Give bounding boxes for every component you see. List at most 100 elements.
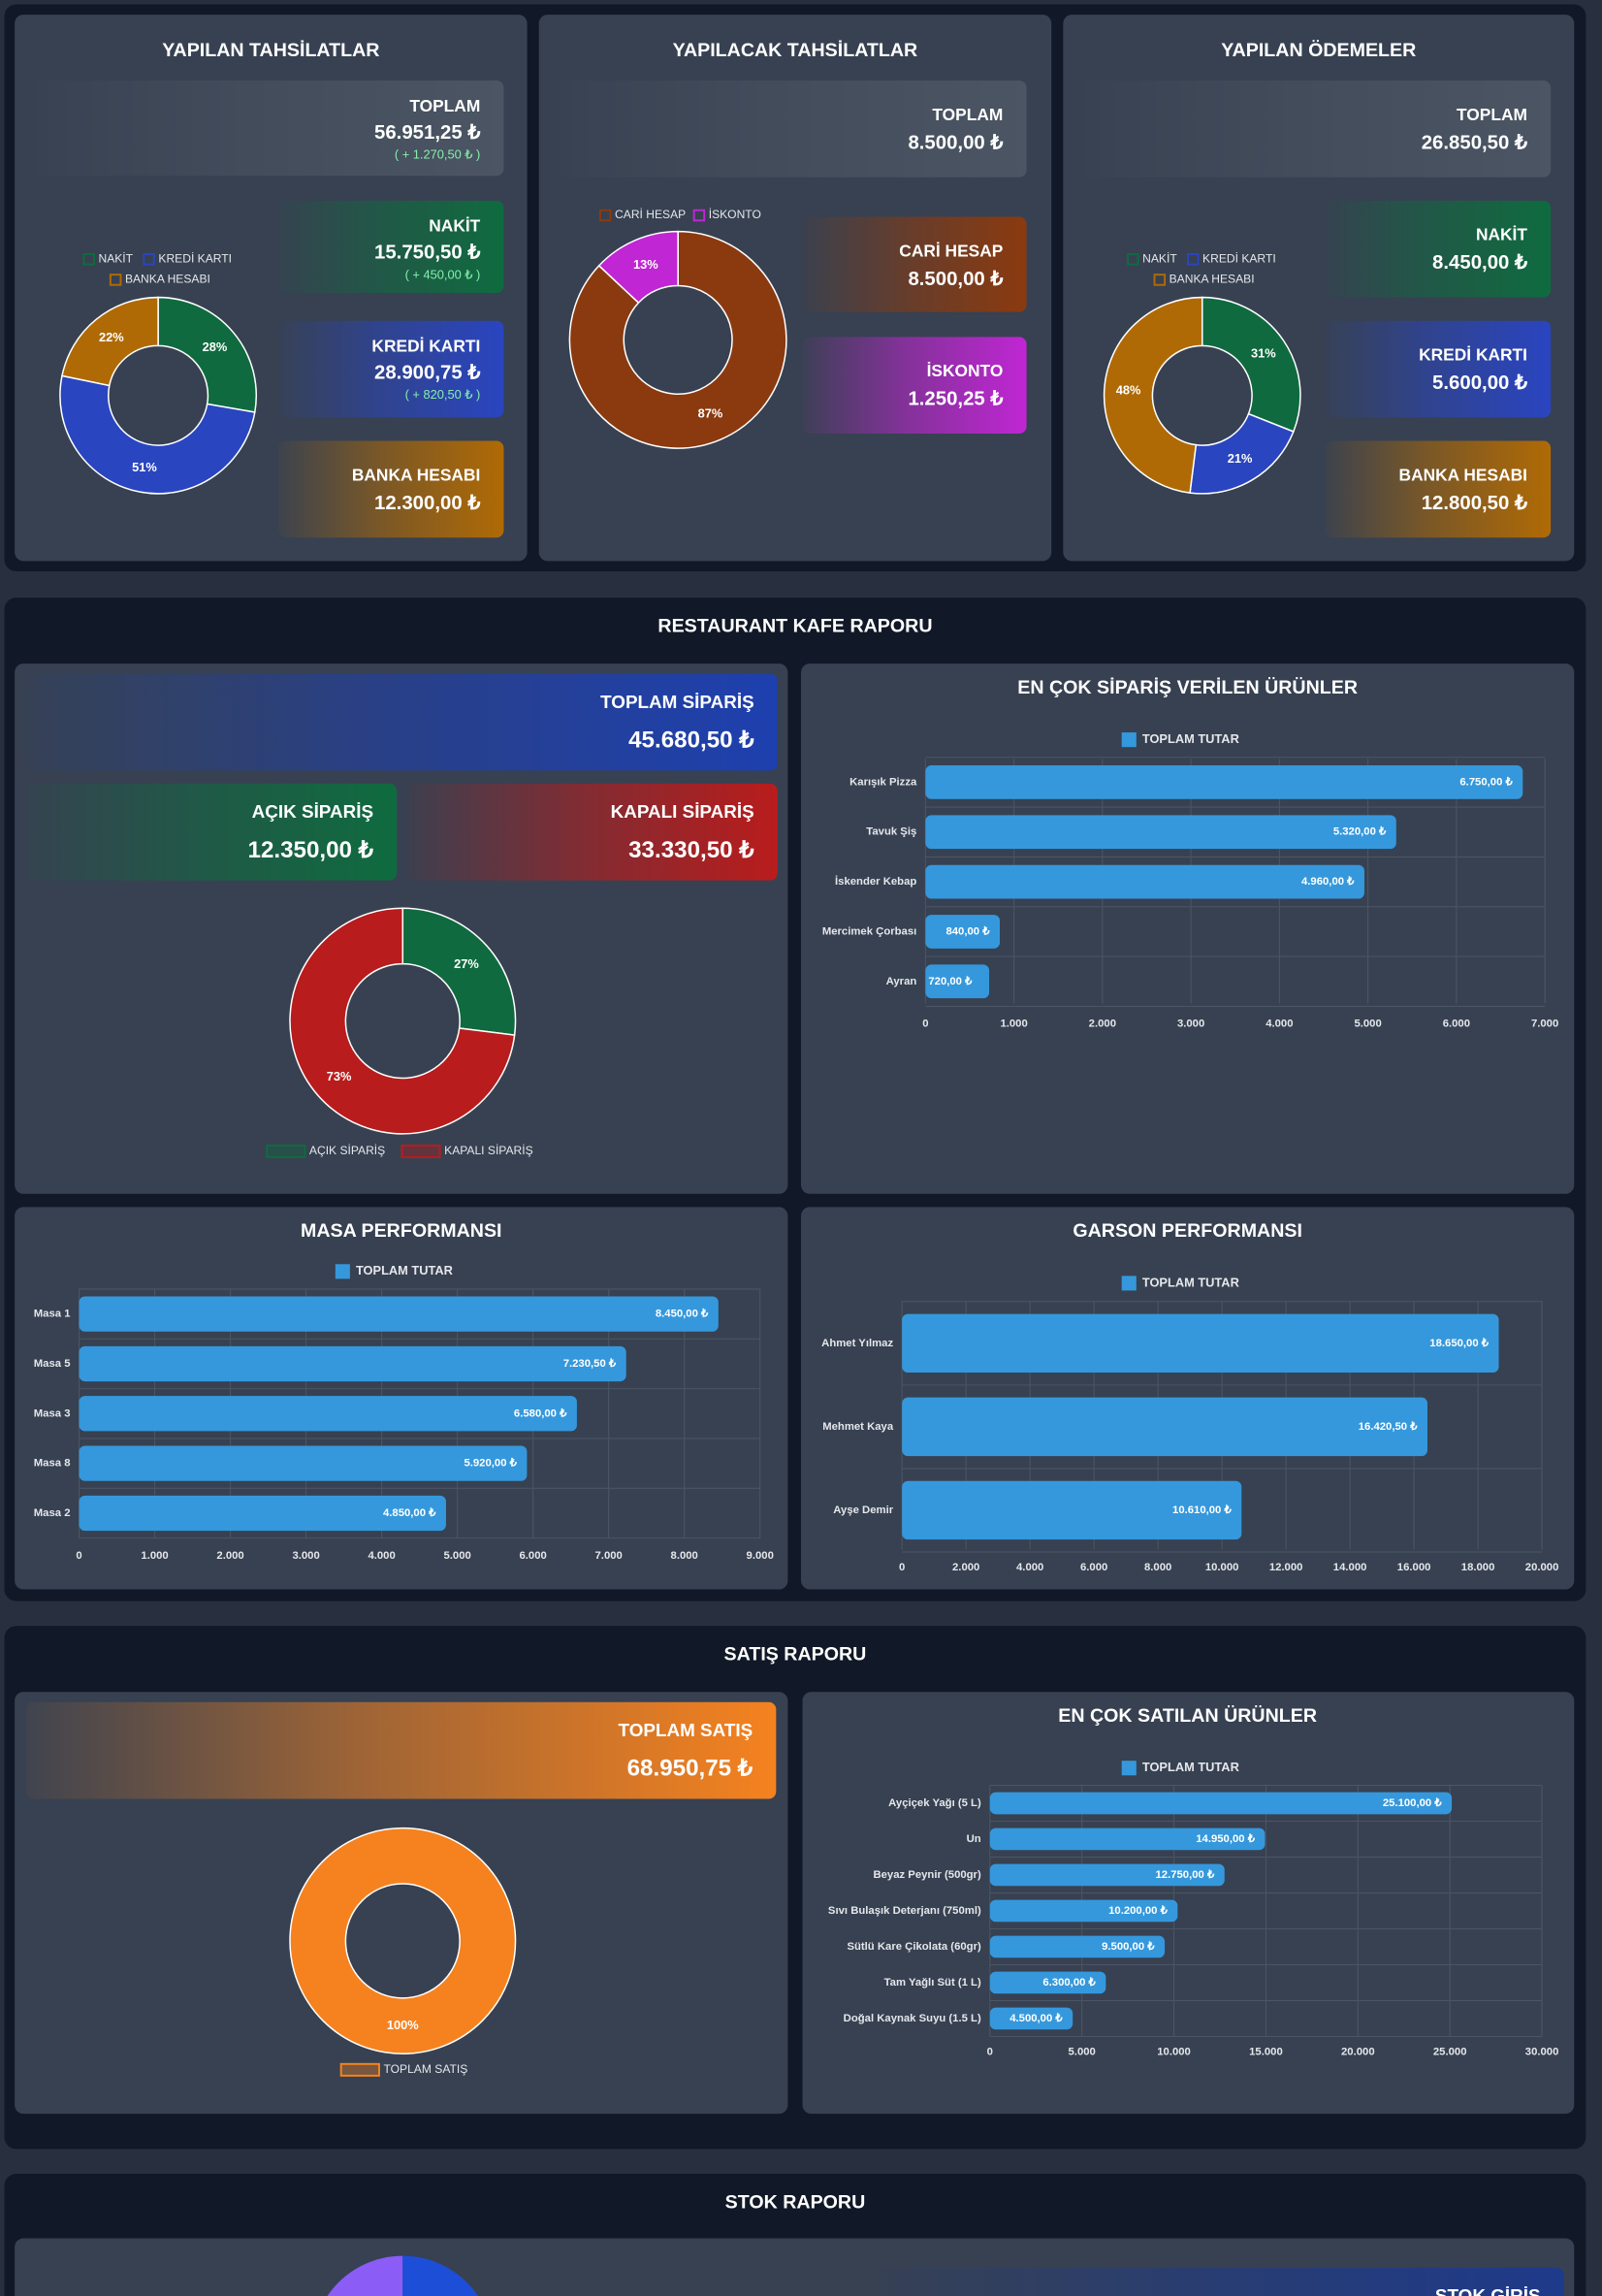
chart-title: EN ÇOK SATILAN ÜRÜNLER bbox=[1058, 1704, 1317, 1727]
legend-swatch bbox=[335, 1264, 350, 1279]
x-tick-label: 0 bbox=[899, 1562, 905, 1573]
legend-label: TOPLAM TUTAR bbox=[1142, 1275, 1239, 1289]
data-label: 87% bbox=[698, 406, 723, 421]
data-label: 16.420,50 ₺ bbox=[1359, 1421, 1418, 1433]
legend-swatch bbox=[143, 253, 155, 266]
x-tick-label: 10.000 bbox=[1205, 1562, 1239, 1573]
legend-swatch bbox=[82, 253, 95, 266]
legend-label: KREDİ KARTI bbox=[158, 251, 232, 265]
data-label: 12.750,00 ₺ bbox=[1156, 1869, 1215, 1881]
card-label: NAKİT bbox=[429, 216, 480, 236]
data-label: 27% bbox=[454, 956, 479, 971]
donut-segment bbox=[1103, 296, 1203, 494]
data-label: 5.920,00 ₺ bbox=[464, 1458, 516, 1470]
legend-label: TOPLAM TUTAR bbox=[356, 1263, 453, 1277]
x-tick-label: 6.000 bbox=[520, 1550, 547, 1562]
data-label: 8.450,00 ₺ bbox=[656, 1309, 708, 1320]
legend-swatch bbox=[266, 1144, 306, 1158]
x-tick-label: 16.000 bbox=[1397, 1562, 1431, 1573]
legend-swatch bbox=[109, 274, 122, 286]
y-tick-label: Un bbox=[967, 1833, 981, 1845]
x-tick-label: 7.000 bbox=[595, 1550, 623, 1562]
section-title: STOK RAPORU bbox=[725, 2191, 866, 2213]
card-value: 8.500,00 ₺ bbox=[908, 269, 1003, 290]
y-tick-label: Masa 3 bbox=[34, 1407, 71, 1419]
legend-label: NAKİT bbox=[1142, 251, 1177, 265]
legend-label: AÇIK SİPARİŞ bbox=[309, 1144, 385, 1157]
data-label: 6.750,00 ₺ bbox=[1459, 776, 1512, 788]
x-tick-label: 15.000 bbox=[1249, 2047, 1283, 2058]
stock-pie-part bbox=[327, 2255, 403, 2296]
card-value: 8.450,00 ₺ bbox=[1432, 252, 1527, 274]
card-value: 28.900,75 ₺ bbox=[374, 362, 480, 383]
data-label: 7.230,50 ₺ bbox=[563, 1358, 616, 1370]
x-tick-label: 0 bbox=[922, 1019, 928, 1030]
legend-label: BANKA HESABI bbox=[1169, 273, 1255, 286]
x-tick-label: 6.000 bbox=[1080, 1562, 1107, 1573]
card-label: KAPALI SİPARİŞ bbox=[611, 801, 754, 822]
bar bbox=[989, 1827, 1266, 1851]
card bbox=[1325, 440, 1552, 538]
y-tick-label: Masa 8 bbox=[34, 1458, 71, 1470]
card-label: TOPLAM bbox=[932, 105, 1003, 124]
x-tick-label: 8.000 bbox=[671, 1550, 698, 1562]
bar bbox=[989, 1935, 1166, 1958]
data-label: 100% bbox=[387, 2018, 419, 2032]
card-value: 56.951,25 ₺ bbox=[374, 122, 480, 144]
donut-segment bbox=[289, 907, 516, 1135]
data-label: 31% bbox=[1251, 345, 1276, 360]
card bbox=[1084, 81, 1552, 178]
data-label: 720,00 ₺ bbox=[928, 976, 972, 987]
bar bbox=[989, 2007, 1073, 2030]
data-label: 10.610,00 ₺ bbox=[1172, 1504, 1232, 1516]
data-label: 14.950,00 ₺ bbox=[1196, 1833, 1255, 1845]
y-tick-label: Sıvı Bulaşık Deterjanı (750ml) bbox=[828, 1905, 981, 1917]
legend-label: İSKONTO bbox=[709, 208, 761, 221]
bar bbox=[902, 1313, 1499, 1374]
x-tick-label: 9.000 bbox=[747, 1550, 774, 1562]
card bbox=[277, 440, 504, 538]
bar bbox=[925, 964, 990, 999]
y-tick-label: Mercimek Çorbası bbox=[822, 925, 916, 937]
donut-segment bbox=[61, 296, 159, 387]
bar bbox=[79, 1445, 528, 1481]
card-value: 45.680,50 ₺ bbox=[628, 728, 754, 754]
data-label: 9.500,00 ₺ bbox=[1102, 1941, 1154, 1953]
x-tick-label: 18.000 bbox=[1461, 1562, 1495, 1573]
y-tick-label: Tam Yağlı Süt (1 L) bbox=[884, 1977, 981, 1989]
x-tick-label: 4.000 bbox=[368, 1550, 395, 1562]
y-tick-label: Masa 1 bbox=[34, 1309, 71, 1320]
x-tick-label: 2.000 bbox=[1089, 1019, 1116, 1030]
legend-swatch bbox=[1121, 1276, 1137, 1291]
card-value: 8.500,00 ₺ bbox=[908, 132, 1003, 153]
legend-swatch bbox=[1121, 1761, 1137, 1776]
donut-segment bbox=[289, 1827, 517, 2054]
card-value: 1.250,25 ₺ bbox=[908, 389, 1003, 410]
legend-label: BANKA HESABI bbox=[125, 273, 210, 286]
card-label: TOPLAM bbox=[1457, 105, 1527, 124]
bar bbox=[79, 1345, 626, 1382]
card bbox=[802, 216, 1027, 312]
donut-segment bbox=[59, 374, 256, 495]
x-tick-label: 0 bbox=[987, 2047, 993, 2058]
card-value: 12.350,00 ₺ bbox=[248, 837, 374, 863]
legend-label: KAPALI SİPARİŞ bbox=[444, 1144, 533, 1157]
data-label: 4.850,00 ₺ bbox=[383, 1507, 435, 1519]
bar bbox=[79, 1495, 446, 1532]
y-tick-label: Ayran bbox=[886, 976, 917, 987]
data-label: 5.320,00 ₺ bbox=[1333, 826, 1386, 838]
data-label: 48% bbox=[1116, 382, 1141, 397]
section-title: RESTAURANT KAFE RAPORU bbox=[657, 616, 932, 637]
data-label: 6.580,00 ₺ bbox=[514, 1407, 566, 1419]
legend-swatch bbox=[692, 209, 706, 222]
legend-swatch bbox=[400, 1144, 441, 1158]
x-tick-label: 5.000 bbox=[1069, 2047, 1096, 2058]
x-tick-label: 3.000 bbox=[292, 1550, 319, 1562]
x-tick-label: 5.000 bbox=[1354, 1019, 1381, 1030]
x-tick-label: 5.000 bbox=[443, 1550, 470, 1562]
bar bbox=[989, 1899, 1178, 1923]
bar bbox=[989, 1863, 1225, 1887]
x-tick-label: 14.000 bbox=[1333, 1562, 1367, 1573]
legend-label: KREDİ KARTI bbox=[1202, 251, 1276, 265]
